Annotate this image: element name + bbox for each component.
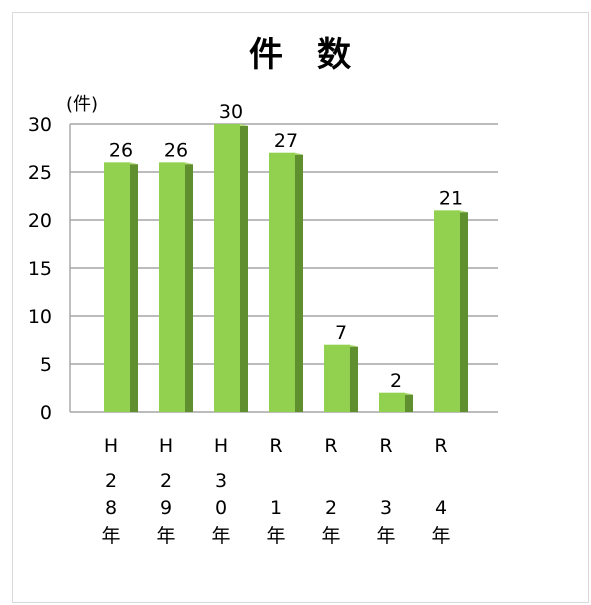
bar (159, 162, 193, 412)
bar-side (295, 152, 303, 413)
bar (324, 344, 358, 412)
y-tick-label: 10 (28, 306, 52, 328)
x-tick-label: 年 (101, 525, 120, 547)
bar-face (434, 210, 460, 412)
bar (214, 124, 248, 412)
x-tick-label: R (324, 435, 337, 457)
bar-face (159, 162, 185, 412)
x-tick-label: 3 (215, 470, 227, 492)
bar-face (104, 162, 130, 412)
x-tick-label: R (434, 435, 447, 457)
data-labels: 26 26 30 27 7 2 21 (109, 101, 463, 392)
data-label: 27 (274, 130, 298, 152)
x-tick-label: 年 (156, 525, 175, 547)
x-tick-label: 年 (431, 525, 450, 547)
x-tick-label: 年 (376, 525, 395, 547)
bars (104, 124, 468, 413)
x-tick-label: 年 (321, 525, 340, 547)
bar (379, 392, 413, 412)
x-tick-label: 3 (380, 497, 392, 519)
bar-side (350, 344, 358, 412)
x-tick-label: 2 (160, 470, 172, 492)
x-tick-label: 年 (266, 525, 285, 547)
data-label: 26 (109, 139, 133, 161)
y-tick-label: 15 (28, 258, 52, 280)
y-tick-labels: 0 5 10 15 20 25 30 (28, 114, 52, 424)
bar (104, 162, 138, 412)
bar-side (240, 124, 248, 412)
x-tick-label: 2 (325, 497, 337, 519)
x-tick-labels: H 2 8 年 H 2 9 年 H 3 0 年 R 1 年 R 2 年 R 3 年 R 4 年 (101, 435, 450, 547)
y-tick-label: 25 (28, 162, 52, 184)
x-tick-label: H (159, 435, 173, 457)
bar (269, 152, 303, 413)
data-label: 26 (164, 139, 188, 161)
bar (434, 210, 468, 412)
x-tick-label: H (214, 435, 228, 457)
data-label: 21 (439, 187, 463, 209)
x-tick-label: 1 (270, 497, 282, 519)
x-tick-label: 8 (105, 497, 117, 519)
data-label: 30 (219, 101, 243, 123)
x-tick-label: 年 (211, 525, 230, 547)
bar-face (214, 124, 240, 412)
y-tick-label: 20 (28, 210, 52, 232)
bar-side (405, 392, 413, 412)
x-tick-label: R (379, 435, 392, 457)
x-tick-label: 4 (435, 497, 447, 519)
bar-side (460, 210, 468, 412)
y-tick-label: 5 (40, 354, 52, 376)
bar-side (185, 162, 193, 412)
data-label: 2 (390, 370, 402, 392)
data-label: 7 (335, 322, 347, 344)
y-tick-label: 0 (40, 402, 52, 424)
x-tick-label: R (269, 435, 282, 457)
bar-face (379, 392, 405, 412)
y-unit-label: (件) (66, 94, 98, 115)
bar-side (130, 162, 138, 412)
x-tick-label: 9 (160, 497, 172, 519)
x-tick-label: H (104, 435, 118, 457)
x-tick-label: 2 (105, 470, 117, 492)
bar-face (269, 152, 295, 413)
chart-title: 件 数 (249, 35, 351, 75)
bar-face (324, 344, 350, 412)
y-tick-label: 30 (28, 114, 52, 136)
x-tick-label: 0 (215, 497, 227, 519)
